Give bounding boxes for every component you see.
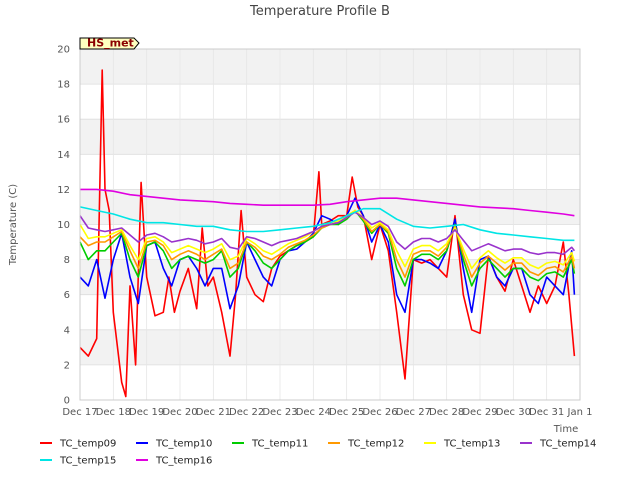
series-layer bbox=[79, 69, 576, 398]
x-tick-label: Dec 25 bbox=[329, 407, 364, 418]
x-tick-label: Dec 31 bbox=[529, 407, 564, 418]
series-line-tc-temp16 bbox=[80, 188, 575, 217]
legend-label: TC_temp13 bbox=[443, 439, 500, 450]
y-tick-label: 8 bbox=[64, 255, 70, 266]
series-line-tc-temp14 bbox=[79, 211, 576, 256]
x-tick-label: Dec 21 bbox=[196, 407, 231, 418]
annotation-box: HS_met bbox=[79, 37, 140, 50]
x-tick-label: Dec 20 bbox=[162, 407, 197, 418]
y-tick-label: 6 bbox=[64, 290, 70, 301]
y-tick-label: 14 bbox=[57, 150, 70, 161]
x-tick-label: Dec 24 bbox=[296, 407, 331, 418]
legend-label: TC_temp14 bbox=[539, 439, 596, 450]
legend-label: TC_temp11 bbox=[251, 439, 308, 450]
x-tick-label: Dec 27 bbox=[396, 407, 431, 418]
y-tick-label: 10 bbox=[57, 220, 70, 231]
chart-title: Temperature Profile B bbox=[249, 4, 390, 19]
x-tick-label: Dec 19 bbox=[129, 407, 164, 418]
annotation-label: HS_met bbox=[87, 37, 134, 50]
legend-label: TC_temp16 bbox=[155, 456, 212, 467]
plot-band bbox=[80, 119, 580, 155]
x-tick-label: Dec 17 bbox=[62, 407, 97, 418]
series-line-tc-temp10 bbox=[79, 197, 576, 314]
legend-label: TC_temp12 bbox=[347, 439, 404, 450]
y-axis-label: Temperature (C) bbox=[8, 184, 19, 266]
x-tick-label: Dec 22 bbox=[229, 407, 264, 418]
y-tick-label: 20 bbox=[57, 45, 70, 56]
plot-band bbox=[80, 154, 580, 190]
legend: TC_temp09 TC_temp10 TC_temp11 TC_temp12 TC_t… bbox=[40, 439, 596, 467]
series-line-tc-temp15 bbox=[79, 206, 575, 242]
plot-band bbox=[80, 84, 580, 120]
y-tick-label: 12 bbox=[57, 185, 70, 196]
y-tick-label: 2 bbox=[64, 360, 70, 371]
plot-band bbox=[80, 49, 580, 85]
legend-label: TC_temp15 bbox=[59, 456, 116, 467]
x-tick-label: Jan 1 bbox=[567, 407, 593, 418]
plot-frame bbox=[79, 48, 581, 401]
plot-background bbox=[80, 49, 580, 400]
y-tick-label: 18 bbox=[57, 80, 70, 91]
plot-band bbox=[80, 364, 580, 400]
x-tick-label: Dec 28 bbox=[429, 407, 464, 418]
x-tick-label: Dec 26 bbox=[362, 407, 397, 418]
x-tick-label: Dec 23 bbox=[262, 407, 297, 418]
x-tick-label: Dec 30 bbox=[496, 407, 531, 418]
legend-label: TC_temp09 bbox=[59, 439, 116, 450]
x-tick-label: Dec 29 bbox=[462, 407, 497, 418]
x-tick-label: Dec 18 bbox=[96, 407, 131, 418]
y-tick-label: 0 bbox=[64, 396, 70, 407]
y-tick-label: 4 bbox=[64, 325, 70, 336]
plot-band bbox=[80, 329, 580, 365]
y-axis-ticks: 0 2 4 6 8 10 12 14 16 18 20 bbox=[57, 45, 70, 407]
y-tick-label: 16 bbox=[57, 115, 70, 126]
x-axis-label: Time bbox=[553, 424, 578, 435]
legend-label: TC_temp10 bbox=[155, 439, 212, 450]
